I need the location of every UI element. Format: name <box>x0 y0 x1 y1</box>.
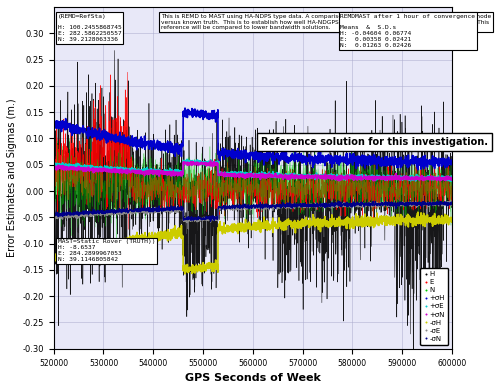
Line: -σN: -σN <box>54 201 452 222</box>
+σH <box>244 151 250 156</box>
-σH <box>415 210 421 215</box>
+σH <box>182 106 188 110</box>
H <box>71 228 77 232</box>
-σE <box>71 213 77 218</box>
Line: +σH: +σH <box>54 108 452 170</box>
H <box>438 222 444 226</box>
+σE <box>234 170 240 175</box>
+σH <box>234 149 240 154</box>
Y-axis label: Error Estimates and Sigmas (m.): Error Estimates and Sigmas (m.) <box>7 99 17 257</box>
H <box>449 202 455 206</box>
Legend: H, E, N, +σH, +σE, +σN, -σH, -σE, -σN: H, E, N, +σH, +σE, +σN, -σH, -σE, -σN <box>420 268 449 345</box>
+σH <box>51 121 57 125</box>
-σE <box>364 202 370 206</box>
-σE <box>244 205 250 210</box>
Line: E: E <box>54 72 452 229</box>
E <box>438 202 444 206</box>
-σH <box>51 257 57 261</box>
H <box>410 355 416 359</box>
+σH <box>438 159 444 163</box>
+σE <box>51 163 57 168</box>
-σN <box>71 211 77 216</box>
-σN <box>364 202 370 207</box>
-σH <box>449 220 455 224</box>
H <box>111 48 117 53</box>
+σH <box>415 168 421 172</box>
+σE <box>437 175 444 180</box>
+σE <box>184 157 190 161</box>
E <box>51 144 57 149</box>
-σE <box>437 202 444 207</box>
E <box>245 184 251 189</box>
Text: REMDMAST after 1 hour of convergence

Means  &  S.D.s
H: -0.04604 0.06774
E:  0.: REMDMAST after 1 hour of convergence Mea… <box>340 14 475 48</box>
-σH <box>437 216 444 221</box>
Text: MAST=Static Rover (TRUTH))
H: -8.6537
E: 284.2899967053
N: 39.1146805842: MAST=Static Rover (TRUTH)) H: -8.6537 E:… <box>57 239 155 262</box>
-σH <box>244 226 250 231</box>
+σH <box>449 158 455 163</box>
-σH <box>71 251 77 256</box>
Line: H: H <box>54 50 452 357</box>
+σN <box>449 176 455 180</box>
-σN <box>437 200 444 205</box>
-σN <box>244 205 250 209</box>
H <box>437 195 444 199</box>
+σN <box>71 167 77 171</box>
-σN <box>370 199 376 204</box>
+σH <box>364 157 370 161</box>
-σN <box>234 204 240 209</box>
+σE <box>244 172 250 177</box>
H <box>364 183 370 188</box>
E <box>124 70 131 74</box>
+σN <box>51 165 57 170</box>
+σH <box>71 126 77 131</box>
-σN <box>51 212 57 217</box>
-σE <box>449 204 455 208</box>
-σN <box>208 219 214 224</box>
H <box>51 197 57 202</box>
E <box>234 181 240 186</box>
-σE <box>184 220 190 225</box>
E <box>71 184 77 189</box>
+σN <box>370 179 376 183</box>
Text: (REMD=RefSta)

H: 100.2455868745
E: 282.5862250557
N: 39.2128063336: (REMD=RefSta) H: 100.2455868745 E: 282.5… <box>57 14 121 42</box>
+σE <box>437 177 444 182</box>
H <box>244 199 250 204</box>
Text: Reference solution for this investigation.: Reference solution for this investigatio… <box>261 137 488 147</box>
-σE <box>51 215 57 219</box>
E <box>449 182 455 186</box>
-σN <box>438 199 444 204</box>
+σN <box>437 177 444 181</box>
-σH <box>364 220 370 225</box>
-σN <box>449 202 455 207</box>
-σE <box>437 200 444 205</box>
+σE <box>71 164 77 169</box>
+σE <box>449 174 455 179</box>
E <box>125 227 132 232</box>
-σH <box>182 271 188 276</box>
+σN <box>244 172 250 177</box>
Line: -σE: -σE <box>54 201 452 223</box>
X-axis label: GPS Seconds of Week: GPS Seconds of Week <box>185 373 321 383</box>
+σN <box>438 178 444 183</box>
-σE <box>448 199 454 203</box>
E <box>437 192 444 197</box>
+σN <box>364 175 370 180</box>
Line: -σH: -σH <box>54 212 452 274</box>
+σN <box>234 173 240 177</box>
+σE <box>448 179 454 184</box>
-σH <box>234 228 240 232</box>
Line: +σE: +σE <box>54 159 452 181</box>
H <box>234 154 240 158</box>
+σE <box>364 176 370 180</box>
-σE <box>234 207 240 212</box>
-σH <box>438 218 444 223</box>
Line: +σN: +σN <box>54 161 452 181</box>
E <box>365 189 371 194</box>
+σH <box>437 161 444 166</box>
+σN <box>208 158 214 163</box>
Text: This is REMD to MAST using HA-NDPS type data. A comparison of GPS positioning in: This is REMD to MAST using HA-NDPS type … <box>161 14 491 30</box>
